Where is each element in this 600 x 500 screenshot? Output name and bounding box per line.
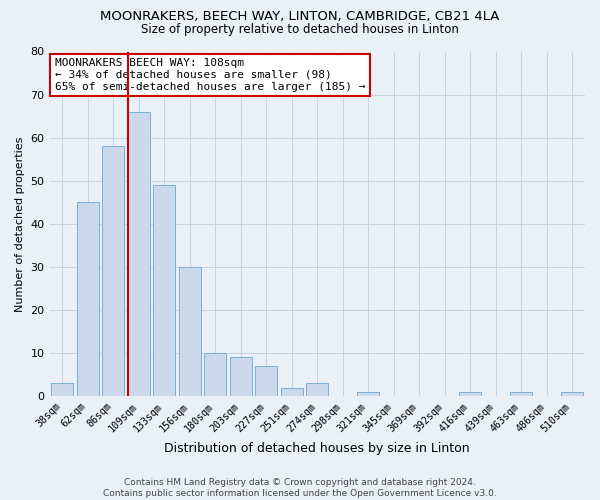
Bar: [205, 353, 226, 397]
Text: MOONRAKERS, BEECH WAY, LINTON, CAMBRIDGE, CB21 4LA: MOONRAKERS, BEECH WAY, LINTON, CAMBRIDGE…: [100, 10, 500, 23]
Bar: [358, 392, 379, 396]
Bar: [230, 358, 251, 397]
Bar: [77, 202, 98, 396]
Bar: [281, 388, 302, 396]
Bar: [307, 384, 328, 396]
Text: MOONRAKERS BEECH WAY: 108sqm
← 34% of detached houses are smaller (98)
65% of se: MOONRAKERS BEECH WAY: 108sqm ← 34% of de…: [55, 58, 365, 92]
Y-axis label: Number of detached properties: Number of detached properties: [15, 136, 25, 312]
Bar: [179, 267, 200, 396]
Bar: [128, 112, 149, 397]
X-axis label: Distribution of detached houses by size in Linton: Distribution of detached houses by size …: [164, 442, 470, 455]
Bar: [256, 366, 277, 396]
Text: Size of property relative to detached houses in Linton: Size of property relative to detached ho…: [141, 22, 459, 36]
Bar: [154, 185, 175, 396]
Bar: [562, 392, 583, 396]
Text: Contains HM Land Registry data © Crown copyright and database right 2024.
Contai: Contains HM Land Registry data © Crown c…: [103, 478, 497, 498]
Bar: [460, 392, 481, 396]
Bar: [511, 392, 532, 396]
Bar: [103, 146, 124, 396]
Bar: [52, 384, 73, 396]
